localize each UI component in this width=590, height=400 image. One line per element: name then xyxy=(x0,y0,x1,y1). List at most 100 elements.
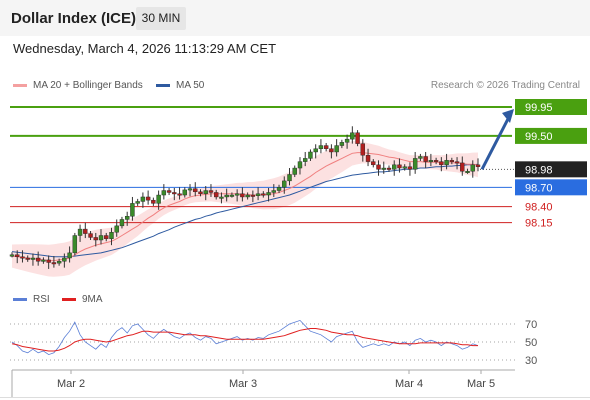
candle-body xyxy=(140,196,146,202)
candle-body xyxy=(386,167,392,170)
candle-body xyxy=(397,164,402,169)
candle-body xyxy=(224,194,229,198)
candle-body xyxy=(350,132,355,140)
candle-body xyxy=(83,228,88,234)
candle-body xyxy=(41,259,46,262)
forecast-arrow-shaft xyxy=(480,116,511,171)
candle-body xyxy=(30,257,36,260)
candle-body xyxy=(240,193,245,198)
candle-body xyxy=(465,171,470,173)
candle-body xyxy=(418,156,423,159)
candle-body xyxy=(219,196,224,199)
candle-body xyxy=(470,164,475,172)
candle-body xyxy=(444,160,449,166)
candle-body xyxy=(214,192,219,198)
candle-body xyxy=(318,145,324,149)
candle-body xyxy=(297,161,303,169)
candle-body xyxy=(130,203,135,217)
legend-9ma: 9MA xyxy=(62,294,103,305)
candle-body xyxy=(371,161,376,166)
candle-body xyxy=(151,199,156,204)
candle-body xyxy=(51,262,57,265)
candle-body xyxy=(292,167,297,175)
candle-body xyxy=(114,225,119,233)
legend-ma20: MA 20 + Bollinger Bands xyxy=(13,80,143,91)
x-tick-label-0: Mar 2 xyxy=(57,378,85,390)
timestamp: Wednesday, March 4, 2026 11:13:29 AM CET xyxy=(13,41,277,56)
candle-body xyxy=(334,145,339,153)
last-price-label: 98.98 xyxy=(525,164,553,176)
candle-body xyxy=(234,193,240,196)
candle-body xyxy=(208,190,214,193)
candle-body xyxy=(109,232,114,239)
level-label-3: 98.40 xyxy=(525,202,553,214)
candle-body xyxy=(77,228,83,236)
rsi-ma-line xyxy=(11,328,478,352)
last-price-tag xyxy=(515,161,587,178)
candle-body xyxy=(266,192,271,196)
candle-body xyxy=(15,254,20,257)
rsi-swatch xyxy=(13,298,27,301)
level-label-1: 99.50 xyxy=(525,131,553,143)
candle-body xyxy=(93,237,98,241)
legend-rsi: RSI xyxy=(13,294,50,305)
candle-body xyxy=(261,193,266,196)
candle-body xyxy=(308,151,313,159)
candle-body xyxy=(287,174,292,182)
level-tag-2 xyxy=(515,179,587,196)
9ma-swatch xyxy=(62,298,76,301)
level-tag-0 xyxy=(515,99,587,115)
candle-body xyxy=(376,164,381,170)
candle-body xyxy=(255,193,261,196)
candle-body xyxy=(229,194,235,197)
rsi-line xyxy=(11,319,479,356)
legend-rsi-label: RSI xyxy=(33,294,50,305)
candle-body xyxy=(439,161,444,166)
candle-body xyxy=(392,164,397,170)
candle-body xyxy=(104,235,109,239)
candle-body xyxy=(360,143,366,156)
candle-body xyxy=(203,190,208,194)
candle-body xyxy=(428,160,434,163)
level-label-2: 98.70 xyxy=(525,182,553,194)
level-tag-1 xyxy=(515,127,587,144)
candle-body xyxy=(250,194,256,197)
candle-body xyxy=(402,166,407,169)
candle-body xyxy=(198,191,203,194)
candle-body xyxy=(433,160,439,163)
candle-body xyxy=(475,164,481,167)
candle-body xyxy=(407,166,413,170)
candle-body xyxy=(20,256,25,259)
candle-body xyxy=(46,259,51,263)
candle-body xyxy=(454,161,460,164)
candle-body xyxy=(56,261,62,264)
timeframe-button[interactable]: 30 MIN xyxy=(136,7,186,30)
candle-body xyxy=(282,180,287,188)
candle-body xyxy=(449,160,455,163)
candle-body xyxy=(9,254,15,257)
ma20-swatch xyxy=(13,84,27,87)
candle-body xyxy=(72,235,78,254)
candle-body xyxy=(344,138,350,143)
bottom-divider xyxy=(0,397,590,398)
ma50-swatch xyxy=(156,84,170,87)
candle-body xyxy=(161,190,167,196)
candle-body xyxy=(303,158,308,162)
ma20-line xyxy=(11,152,479,262)
candle-body xyxy=(25,257,30,260)
candle-body xyxy=(156,194,161,204)
rsi-level-label-0: 70 xyxy=(525,319,537,331)
candle-body xyxy=(124,216,130,220)
candle-body xyxy=(88,233,93,238)
candle-body xyxy=(423,156,428,162)
candle-body xyxy=(187,188,193,191)
legend-ma50-label: MA 50 xyxy=(176,80,205,91)
level-label-4: 98.15 xyxy=(525,218,553,230)
candle-body xyxy=(98,235,104,241)
x-tick-label-1: Mar 3 xyxy=(229,378,257,390)
candle-body xyxy=(460,162,465,172)
candle-body xyxy=(271,190,276,193)
candle-body xyxy=(412,158,418,170)
candle-body xyxy=(323,145,329,149)
